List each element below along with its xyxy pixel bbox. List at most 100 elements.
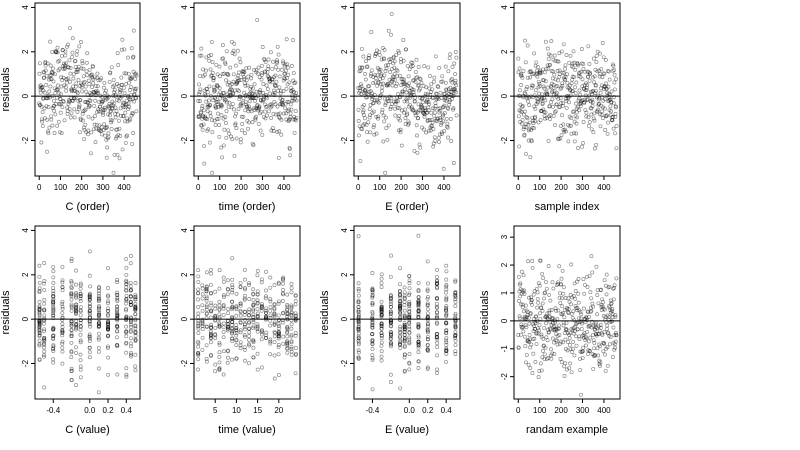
y-tick-label: -2: [180, 359, 189, 367]
data-point: [540, 92, 545, 97]
data-point: [525, 84, 530, 89]
data-point: [98, 104, 103, 109]
data-point: [268, 105, 273, 110]
data-point: [59, 75, 64, 80]
data-point: [588, 348, 592, 353]
data-point: [610, 62, 615, 67]
data-point: [368, 112, 373, 117]
data-point: [285, 341, 290, 346]
y-axis-label: residuals: [319, 67, 331, 112]
data-point: [533, 360, 538, 364]
data-point: [401, 38, 406, 43]
data-point: [435, 306, 440, 310]
data-point: [582, 316, 587, 321]
data-point: [414, 57, 419, 62]
data-point: [42, 339, 47, 344]
data-point: [362, 121, 367, 126]
data-point: [111, 101, 116, 106]
data-point: [400, 91, 405, 96]
x-tick-label: 0.0: [404, 406, 416, 415]
data-point: [89, 73, 94, 78]
data-point: [228, 83, 233, 88]
data-point: [78, 364, 83, 369]
data-point: [210, 170, 215, 175]
data-point: [560, 312, 565, 317]
data-point: [217, 368, 222, 372]
data-point: [389, 311, 393, 316]
data-point: [613, 313, 618, 317]
data-point: [453, 333, 458, 338]
data-point: [209, 39, 214, 44]
x-tick-label: 5: [213, 406, 218, 415]
data-point: [120, 82, 125, 87]
data-point: [386, 28, 391, 33]
data-point: [538, 68, 543, 73]
data-point: [531, 121, 536, 126]
data-point: [225, 328, 230, 333]
data-point: [558, 104, 562, 109]
data-point: [590, 97, 595, 102]
data-point: [226, 80, 231, 85]
data-point: [426, 65, 431, 70]
data-point: [37, 357, 42, 362]
data-point: [540, 301, 545, 306]
data-point: [124, 341, 129, 346]
data-point: [425, 307, 430, 312]
data-point: [414, 75, 419, 80]
data-point: [398, 130, 403, 135]
data-point: [80, 89, 85, 94]
data-point: [553, 306, 558, 311]
data-point: [566, 139, 571, 144]
data-point: [251, 324, 256, 329]
data-point: [536, 65, 540, 70]
data-point: [567, 100, 571, 105]
data-point: [577, 308, 582, 313]
data-point: [435, 281, 440, 285]
data-point: [359, 65, 364, 70]
data-point: [356, 281, 361, 286]
data-point: [548, 117, 553, 121]
data-point: [80, 61, 85, 66]
data-point: [407, 89, 412, 94]
data-point: [575, 308, 580, 313]
data-point: [608, 104, 613, 109]
data-point: [590, 301, 595, 306]
data-point: [60, 304, 65, 309]
data-point: [289, 85, 294, 90]
data-point: [277, 330, 281, 335]
data-point: [112, 152, 117, 157]
data-point: [589, 254, 594, 259]
data-point: [370, 91, 374, 96]
data-point: [69, 350, 74, 355]
data-point: [563, 361, 568, 366]
data-point: [416, 83, 421, 87]
y-axis-label: residuals: [479, 67, 491, 112]
data-point: [60, 299, 65, 304]
data-point: [251, 91, 256, 96]
data-point: [124, 285, 129, 290]
data-point: [531, 118, 536, 123]
data-point: [57, 58, 62, 63]
data-point: [518, 287, 523, 292]
data-point: [96, 91, 100, 95]
data-point: [521, 273, 526, 278]
data-point: [106, 333, 111, 338]
data-point: [388, 336, 393, 341]
data-point: [51, 71, 56, 76]
data-point: [239, 114, 244, 119]
data-point: [529, 298, 534, 303]
data-point: [437, 132, 442, 137]
data-point: [417, 76, 422, 81]
data-point: [293, 302, 298, 307]
data-point: [545, 338, 550, 343]
data-point: [425, 343, 430, 347]
data-point: [525, 309, 530, 314]
data-point: [74, 290, 79, 295]
y-tick-label: 2: [340, 49, 349, 54]
data-point: [381, 139, 386, 144]
data-point: [544, 89, 549, 94]
data-point: [291, 78, 296, 83]
data-point: [387, 57, 392, 62]
data-point: [37, 342, 42, 347]
